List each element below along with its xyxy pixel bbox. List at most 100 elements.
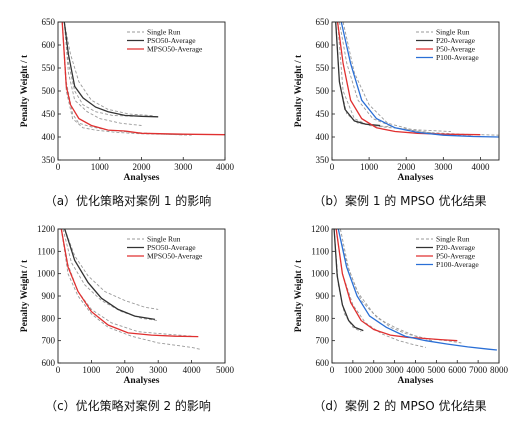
series-line-single-run: [61, 22, 192, 136]
legend: Single RunP20-AverageP50-AverageP100-Ave…: [413, 26, 493, 64]
series-group: [333, 229, 497, 351]
legend-label: PSO50-Average: [147, 36, 196, 45]
x-tick-label: 1000: [91, 162, 110, 172]
x-tick-label: 3000: [434, 162, 453, 172]
series-line-single-run: [63, 22, 142, 126]
y-tick-label: 500: [316, 86, 330, 96]
x-tick-label: 7000: [469, 365, 488, 375]
series-line-single-run: [339, 229, 433, 342]
y-tick-label: 900: [316, 291, 330, 301]
series-line-single-run: [60, 229, 192, 337]
panel-caption: （d）案例 2 的 MPSO 优化结果: [313, 398, 486, 413]
x-tick-label: 6000: [448, 365, 467, 375]
legend-label: P20-Average: [436, 36, 476, 45]
series-line-mpso50-average: [61, 22, 225, 136]
legend-label: Single Run: [147, 235, 181, 244]
series-group: [61, 22, 225, 136]
y-tick-label: 1200: [37, 224, 56, 234]
y-axis-label: Penalty Weight / t: [294, 54, 304, 127]
series-line-single-run: [63, 22, 155, 117]
legend-label: Single Run: [436, 235, 470, 244]
y-axis-label: Penalty Weight / t: [20, 259, 30, 332]
legend-label: PSO50-Average: [147, 243, 196, 252]
x-tick-label: 1000: [360, 162, 379, 172]
legend-label: MPSO50-Average: [147, 45, 203, 54]
chart-panel-2: 0 1000 2000 3000 4000 5000 600 700 800 900 1000 110…: [20, 224, 235, 413]
y-tick-label: 800: [316, 313, 330, 323]
y-tick-label: 600: [316, 358, 330, 368]
x-axis-label: Analyses: [398, 173, 434, 183]
legend-label: P20-Average: [436, 243, 476, 252]
y-tick-label: 600: [316, 40, 330, 50]
series-line-p100-average: [340, 22, 499, 138]
chart-panel-0: 0 1000 2000 3000 4000 350 400 450 500 550 600 650 An…: [20, 17, 235, 208]
panel-caption: （c）优化策略对案例 2 的影响: [45, 398, 211, 413]
legend-label: Single Run: [147, 28, 181, 37]
legend-label: P100-Average: [436, 53, 479, 62]
y-tick-label: 350: [42, 155, 56, 165]
x-tick-label: 3000: [174, 162, 193, 172]
x-tick-label: 3000: [149, 365, 168, 375]
x-tick-label: 3000: [386, 365, 405, 375]
y-tick-label: 1200: [311, 224, 330, 234]
y-tick-label: 650: [42, 17, 56, 27]
x-axis-label: Analyses: [124, 173, 160, 183]
series-line-single-run: [63, 22, 134, 117]
y-tick-label: 1000: [37, 269, 56, 279]
y-tick-label: 500: [42, 86, 56, 96]
y-axis-label: Penalty Weight / t: [294, 259, 304, 332]
series-line-p50-average: [335, 229, 458, 342]
y-tick-label: 700: [42, 336, 56, 346]
x-tick-label: 2000: [133, 162, 152, 172]
x-axis-label: Analyses: [398, 376, 434, 386]
panel-caption: （b）案例 1 的 MPSO 优化结果: [313, 193, 486, 208]
y-tick-label: 1100: [37, 246, 55, 256]
x-tick-label: 5000: [427, 365, 446, 375]
x-tick-label: 0: [56, 162, 61, 172]
x-tick-label: 4000: [216, 162, 235, 172]
series-line-single-run: [61, 22, 184, 136]
y-tick-label: 550: [316, 63, 330, 73]
y-tick-label: 350: [316, 155, 330, 165]
series-line-single-run: [338, 22, 499, 136]
x-axis-label: Analyses: [124, 376, 160, 386]
x-tick-label: 0: [330, 162, 335, 172]
chart-panel-3: 0 1000 2000 3000 4000 5000 6000 7000 80006007008…: [294, 224, 509, 413]
y-tick-label: 400: [316, 132, 330, 142]
y-axis-label: Penalty Weight / t: [20, 54, 30, 127]
x-tick-label: 1000: [82, 365, 101, 375]
y-tick-label: 450: [42, 109, 56, 119]
legend-label: P100-Average: [436, 260, 479, 269]
legend: Single RunP20-AverageP50-AverageP100-Ave…: [413, 233, 493, 271]
chart-panel-1: 0 1000 2000 3000 4000 350 400 450 500 550 600 650 An…: [294, 17, 500, 208]
series-group: [60, 229, 202, 351]
series-line-p20-average: [333, 229, 364, 332]
series-line-pso50-average: [63, 22, 159, 118]
x-tick-label: 8000: [490, 365, 509, 375]
legend-label: P50-Average: [436, 252, 476, 261]
series-line-pso50-average: [64, 229, 156, 321]
x-tick-label: 2000: [397, 162, 416, 172]
x-tick-label: 0: [330, 365, 335, 375]
y-tick-label: 900: [42, 291, 56, 301]
x-tick-label: 4000: [407, 365, 426, 375]
y-tick-label: 1000: [311, 269, 330, 279]
y-tick-label: 1100: [311, 246, 329, 256]
legend-label: Single Run: [436, 28, 470, 37]
series-group: [335, 22, 499, 138]
series-line-p20-average: [335, 22, 381, 127]
y-tick-label: 650: [316, 17, 330, 27]
series-line-single-run: [335, 229, 426, 348]
y-tick-label: 600: [42, 358, 56, 368]
series-line-single-run: [62, 229, 159, 322]
series-line-single-run: [337, 22, 451, 132]
x-tick-label: 5000: [216, 365, 235, 375]
legend-label: P50-Average: [436, 45, 476, 54]
x-tick-label: 1000: [344, 365, 363, 375]
series-line-single-run: [335, 22, 392, 128]
y-tick-label: 800: [42, 313, 56, 323]
y-tick-label: 400: [42, 132, 56, 142]
series-line-mpso50-average: [60, 229, 199, 338]
